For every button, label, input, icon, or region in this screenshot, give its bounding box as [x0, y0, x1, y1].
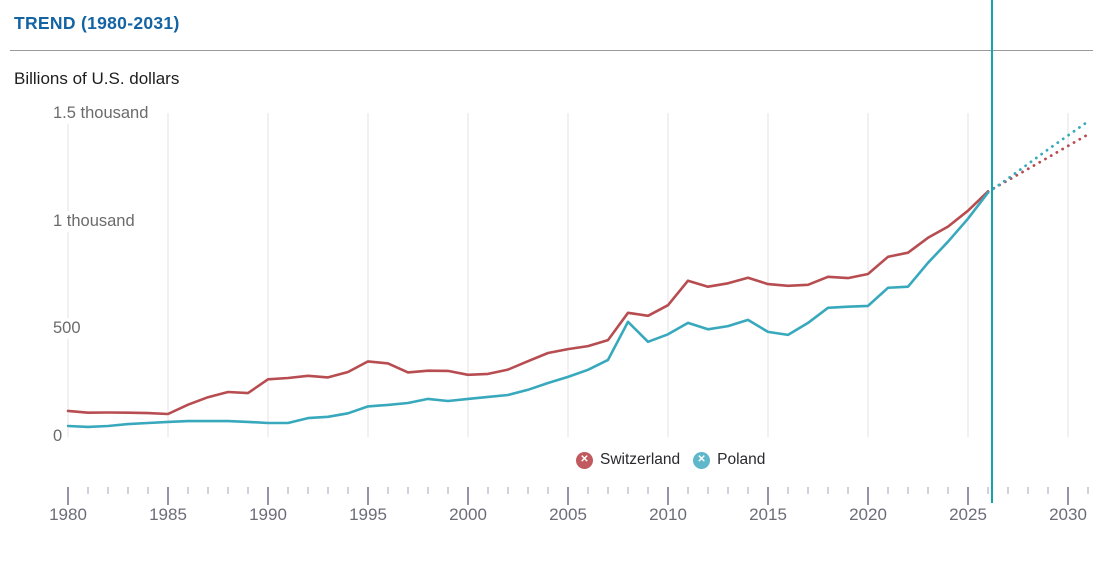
y-axis-label: 1 thousand	[53, 210, 140, 232]
x-axis-label: 2020	[849, 505, 887, 524]
x-axis-label: 1995	[349, 505, 387, 524]
legend-label-poland: Poland	[717, 451, 766, 468]
x-axis-label: 1980	[49, 505, 87, 524]
panel-title: TREND (1980-2031)	[14, 13, 180, 33]
x-axis-label: 2005	[549, 505, 587, 524]
projection-line-poland	[986, 120, 1090, 194]
x-axis-label: 2015	[749, 505, 787, 524]
chart-legend: ✕ Switzerland ✕ Poland	[576, 451, 765, 469]
x-axis-label: 1985	[149, 505, 187, 524]
y-axis-unit-label: Billions of U.S. dollars	[14, 69, 180, 88]
x-axis-label: 2000	[449, 505, 487, 524]
x-axis-label: 2025	[949, 505, 987, 524]
series-line-switzerland	[66, 190, 990, 416]
y-axis-label: 1.5 thousand	[53, 103, 154, 124]
remove-switzerland-series-icon[interactable]: ✕	[576, 451, 593, 469]
y-axis-label: 0	[53, 426, 68, 447]
y-axis-label: 500	[53, 318, 86, 340]
x-axis-label: 2030	[1049, 505, 1087, 524]
x-axis-label: 1990	[249, 505, 287, 524]
x-axis-label: 2010	[649, 505, 687, 524]
projection-line-switzerland	[986, 133, 1090, 193]
legend-label-switzerland: Switzerland	[600, 451, 681, 468]
remove-poland-series-icon[interactable]: ✕	[693, 451, 711, 469]
legend-item-switzerland[interactable]: ✕ Switzerland	[576, 451, 680, 469]
header-divider	[10, 50, 1093, 51]
legend-item-poland[interactable]: ✕ Poland	[693, 451, 765, 469]
series-line-poland	[66, 191, 990, 429]
